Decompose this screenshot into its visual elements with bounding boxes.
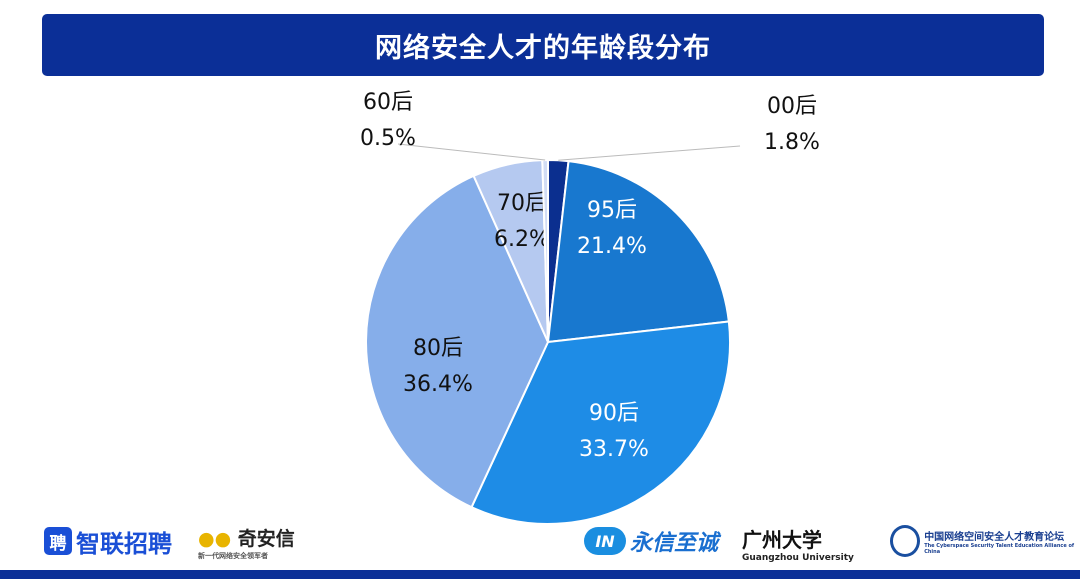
- logo-gzhu: 广州大学 Guangzhou University: [742, 524, 854, 563]
- data-label-category-80后: 80后: [413, 336, 463, 361]
- pie-slice-90后: [470, 320, 731, 525]
- logo-zhilian: 聘 智联招聘: [44, 524, 172, 558]
- data-label-value-90后: 33.7%: [579, 437, 649, 462]
- leader-line-00后: [558, 145, 741, 161]
- data-label-category-90后: 90后: [589, 401, 639, 426]
- qianxin-sub: 新一代网络安全领军者: [198, 552, 268, 560]
- pie-slice-80后: [365, 174, 550, 509]
- yongxin-badge: IN: [584, 527, 626, 555]
- chart-title: 网络安全人才的年龄段分布: [375, 32, 711, 64]
- data-label-value-00后: 1.8%: [764, 130, 820, 155]
- gzhu-sub: Guangzhou University: [742, 553, 854, 563]
- zhilian-name: 智联招聘: [76, 529, 172, 558]
- chart-title-bar: 网络安全人才的年龄段分布: [42, 14, 1044, 76]
- gzhu-name: 广州大学: [742, 528, 822, 552]
- qianxin-name: 奇安信: [237, 528, 295, 550]
- bottom-bar: [0, 570, 1080, 579]
- leader-line-60后: [397, 143, 546, 161]
- data-label-category-95后: 95后: [587, 198, 637, 223]
- data-label-value-80后: 36.4%: [403, 372, 473, 397]
- zhilian-badge: 聘: [44, 527, 72, 555]
- data-label-value-95后: 21.4%: [577, 234, 647, 259]
- logo-qianxin: ●● 奇安信 新一代网络安全领军者: [198, 528, 295, 560]
- data-label-category-00后: 00后: [767, 94, 817, 119]
- logo-alliance: 中国网络空间安全人才教育论坛 The Cyberspace Security T…: [890, 524, 1080, 558]
- data-label-value-70后: 6.2%: [494, 227, 550, 252]
- alliance-name: 中国网络空间安全人才教育论坛: [924, 531, 1065, 543]
- pie-slice-95后: [546, 160, 730, 344]
- yongxin-name: 永信至诚: [630, 531, 719, 556]
- data-label-category-70后: 70后: [497, 191, 547, 216]
- logo-yongxin: IN 永信至诚: [584, 524, 718, 558]
- data-label-value-60后: 0.5%: [360, 126, 416, 151]
- data-label-category-60后: 60后: [363, 90, 413, 115]
- alliance-sub: The Cyberspace Security Talent Education…: [924, 542, 1075, 555]
- alliance-emblem-icon: [890, 525, 921, 557]
